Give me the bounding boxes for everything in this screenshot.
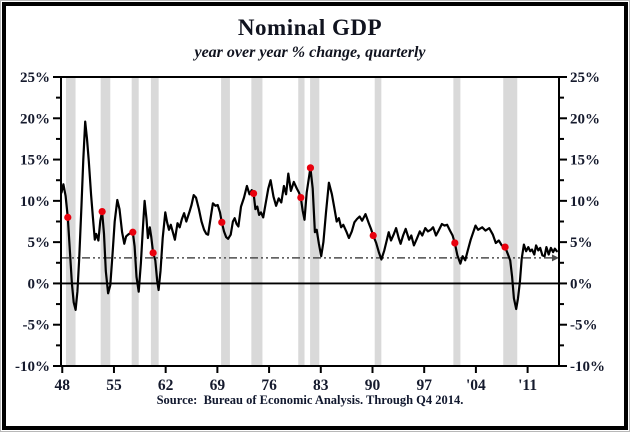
gdp-growth-line — [60, 120, 558, 311]
source-note: Source: Bureau of Economic Analysis. Thr… — [156, 393, 464, 407]
x-axis-label: 55 — [106, 377, 122, 394]
recession-onset-dot — [218, 218, 226, 226]
recession-band — [251, 77, 263, 366]
recession-onset-dot — [98, 207, 106, 216]
x-axis-label: 48 — [55, 377, 71, 394]
y-axis-label-left: 0% — [28, 276, 51, 292]
recession-band — [298, 77, 305, 366]
y-axis-label-right: -10% — [570, 359, 605, 375]
x-axis-label: '11 — [518, 377, 537, 394]
recession-band — [374, 77, 382, 366]
average-line-arrowhead-icon — [551, 254, 559, 262]
y-axis-label-left: 25% — [20, 70, 50, 86]
recession-band — [221, 77, 230, 366]
recession-band — [131, 77, 139, 366]
y-axis-label-right: -5% — [570, 318, 598, 334]
y-axis-label-left: 20% — [20, 111, 50, 127]
recession-band — [150, 77, 159, 366]
recession-onset-dot — [297, 193, 305, 202]
y-axis-label-left: 15% — [20, 153, 50, 169]
recession-onset-dot — [501, 243, 509, 251]
x-axis-label: 76 — [261, 377, 277, 394]
recession-band — [453, 77, 461, 366]
y-axis-label-right: 5% — [570, 235, 593, 251]
chart-subtitle: year over year % change, quarterly — [194, 44, 426, 61]
y-axis-label-left: -5% — [23, 318, 51, 334]
x-axis-label: 83 — [313, 377, 329, 394]
recession-onset-dot — [64, 213, 72, 221]
recession-onset-dot — [129, 228, 137, 236]
x-axis-label: '04 — [466, 377, 486, 394]
recession-band — [100, 77, 111, 366]
x-axis-label: 97 — [416, 377, 432, 394]
x-axis-label: 90 — [365, 377, 381, 394]
recession-onset-dot — [451, 239, 459, 247]
y-axis-label-right: 10% — [570, 194, 600, 210]
x-axis-label: 62 — [158, 377, 174, 394]
y-axis-label-right: 25% — [570, 70, 600, 86]
recession-onset-dot — [306, 164, 315, 172]
y-axis-label-right: 0% — [570, 276, 593, 292]
y-axis-label-left: 10% — [20, 194, 50, 210]
y-axis-label-left: 5% — [28, 235, 51, 251]
x-axis-label: 69 — [210, 377, 226, 394]
recession-band — [503, 77, 518, 366]
recession-onset-dot — [249, 189, 258, 198]
y-axis-label-right: 15% — [570, 153, 600, 169]
y-axis-label-right: 20% — [570, 111, 600, 127]
recession-onset-dot — [149, 249, 157, 257]
y-axis-label-left: -10% — [15, 359, 50, 375]
chart-title: Nominal GDP — [237, 15, 383, 40]
recession-band — [65, 77, 76, 366]
recession-onset-dot — [369, 231, 377, 240]
